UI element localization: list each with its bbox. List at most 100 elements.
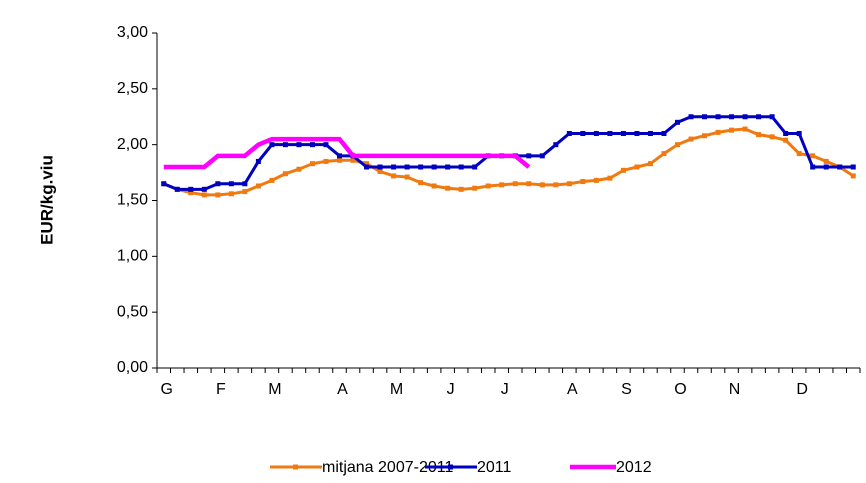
point-marker xyxy=(783,131,789,136)
y-tick-label: 0,50 xyxy=(117,303,148,320)
y-tick-label: 2,00 xyxy=(117,136,148,153)
point-marker xyxy=(783,137,789,143)
y-axis-label: EUR/kg.viu xyxy=(37,155,56,245)
point-marker xyxy=(174,186,180,192)
point-marker xyxy=(296,142,302,148)
point-marker xyxy=(323,158,329,164)
point-marker xyxy=(566,131,572,136)
y-tick-label: 3,00 xyxy=(117,24,148,41)
point-marker xyxy=(620,131,626,136)
point-marker xyxy=(796,131,802,136)
point-marker xyxy=(810,153,816,159)
point-marker xyxy=(756,132,762,138)
legend-marker xyxy=(448,464,453,470)
point-marker xyxy=(661,151,667,157)
point-marker xyxy=(661,131,667,136)
point-marker xyxy=(188,186,194,192)
point-marker xyxy=(309,142,315,148)
point-marker xyxy=(337,157,343,163)
point-marker xyxy=(431,164,437,170)
series-line xyxy=(163,115,854,191)
y-tick-label: 2,50 xyxy=(117,80,148,97)
x-tick-label: G xyxy=(161,381,173,398)
point-marker xyxy=(445,164,451,170)
point-marker xyxy=(215,192,221,198)
point-marker xyxy=(350,157,356,163)
point-marker xyxy=(526,181,532,187)
series-line xyxy=(163,127,855,197)
point-marker xyxy=(620,167,626,173)
point-marker xyxy=(769,114,775,120)
point-marker xyxy=(688,136,694,142)
point-marker xyxy=(228,191,234,197)
point-marker xyxy=(201,186,207,192)
point-marker xyxy=(688,114,694,120)
point-marker xyxy=(391,173,397,179)
point-marker xyxy=(634,131,640,136)
point-marker xyxy=(674,142,680,148)
x-tick-label: A xyxy=(567,381,578,398)
point-marker xyxy=(472,164,478,170)
y-tick-label: 1,00 xyxy=(117,248,148,265)
point-marker xyxy=(255,158,261,164)
point-marker xyxy=(796,151,802,157)
point-marker xyxy=(377,164,383,170)
point-marker xyxy=(499,182,505,188)
x-tick-label: A xyxy=(337,381,348,398)
point-marker xyxy=(580,179,586,185)
point-marker xyxy=(391,164,397,170)
point-marker xyxy=(729,114,735,120)
point-marker xyxy=(566,181,572,187)
point-marker xyxy=(188,190,194,196)
point-marker xyxy=(255,183,261,189)
point-marker xyxy=(296,166,302,172)
y-tick-label: 0,00 xyxy=(117,359,148,376)
point-marker xyxy=(215,181,221,187)
x-tick-label: J xyxy=(447,381,455,398)
point-marker xyxy=(269,177,275,183)
point-marker xyxy=(674,119,680,125)
point-marker xyxy=(364,164,370,170)
point-marker xyxy=(445,185,451,191)
legend-marker xyxy=(293,464,298,470)
point-marker xyxy=(512,181,518,187)
point-marker xyxy=(647,161,653,167)
point-marker xyxy=(580,131,586,136)
point-marker xyxy=(418,164,424,170)
point-marker xyxy=(850,173,856,179)
point-marker xyxy=(715,114,721,120)
point-marker xyxy=(742,126,748,132)
point-marker xyxy=(607,175,613,181)
x-tick-label: F xyxy=(216,381,226,398)
point-marker xyxy=(323,142,329,148)
point-marker xyxy=(404,174,410,180)
point-marker xyxy=(242,181,248,187)
point-marker xyxy=(702,133,708,139)
point-marker xyxy=(458,164,464,170)
point-marker xyxy=(282,142,288,148)
x-tick-label: S xyxy=(621,381,632,398)
point-marker xyxy=(647,131,653,136)
point-marker xyxy=(485,183,491,189)
point-marker xyxy=(810,164,816,170)
legend-label: 2012 xyxy=(616,459,652,476)
x-tick-label: D xyxy=(796,381,808,398)
x-tick-label: N xyxy=(729,381,741,398)
point-marker xyxy=(228,181,234,187)
x-tick-label: J xyxy=(501,381,509,398)
x-tick-label: M xyxy=(268,381,281,398)
point-marker xyxy=(593,131,599,136)
point-marker xyxy=(161,181,167,187)
legend-label: 2011 xyxy=(477,459,512,476)
point-marker xyxy=(702,114,708,120)
point-marker xyxy=(418,180,424,186)
point-marker xyxy=(823,158,829,164)
point-marker xyxy=(201,192,207,198)
point-marker xyxy=(472,185,478,191)
point-marker xyxy=(634,164,640,170)
point-marker xyxy=(553,182,559,188)
point-marker xyxy=(404,164,410,170)
point-marker xyxy=(377,168,383,174)
point-marker xyxy=(850,164,856,170)
